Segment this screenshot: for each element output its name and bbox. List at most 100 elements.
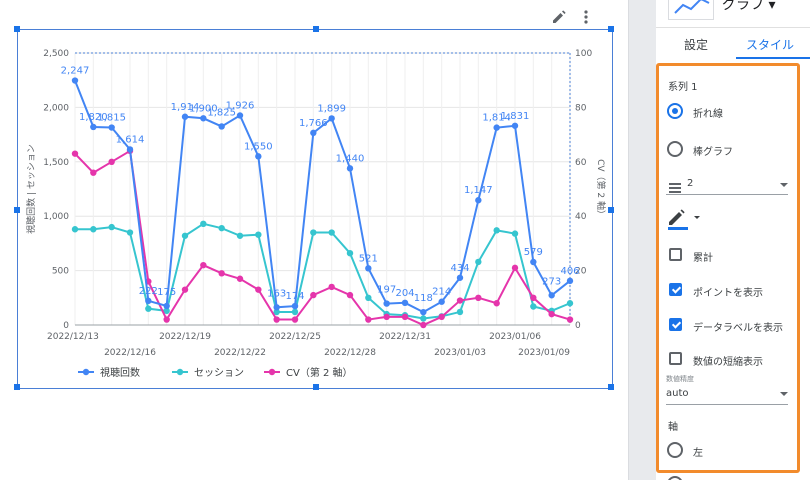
data-point xyxy=(420,308,427,316)
series-label: 系列 1 xyxy=(668,82,698,93)
data-point xyxy=(181,232,189,239)
y2-tick-label: 40 xyxy=(575,212,587,222)
data-label: 214 xyxy=(432,287,451,298)
data-point xyxy=(401,313,409,321)
radio-line[interactable] xyxy=(667,103,683,119)
compact-numbers-checkbox[interactable] xyxy=(669,352,682,365)
resize-handle-top-right[interactable] xyxy=(608,26,614,32)
y2-axis-title: CV（第 2 軸） xyxy=(595,159,607,219)
tab-style[interactable]: スタイル xyxy=(746,38,795,52)
resize-handle-top-left[interactable] xyxy=(14,26,20,32)
y2-tick-label: 80 xyxy=(575,103,587,113)
y-tick-label: 2,000 xyxy=(43,103,69,113)
x-tick-label: 2023/01/06 xyxy=(489,332,541,342)
x-tick-label: 2022/12/25 xyxy=(269,332,321,342)
data-point xyxy=(475,258,482,266)
data-point xyxy=(328,115,335,122)
chart-type-header[interactable]: グラフ ▾ xyxy=(668,0,810,24)
x-tick-label: 2022/12/28 xyxy=(324,348,376,358)
data-label: 579 xyxy=(524,247,543,258)
axis-section-label: 軸 xyxy=(668,422,678,433)
y2-tick-label: 20 xyxy=(575,267,587,277)
data-point xyxy=(346,291,354,299)
resize-handle-bottom-left[interactable] xyxy=(14,384,20,390)
data-point xyxy=(291,316,299,323)
data-point xyxy=(163,316,170,323)
data-point xyxy=(346,249,354,257)
data-label: 174 xyxy=(285,291,304,302)
more-vert-icon[interactable] xyxy=(578,9,594,25)
tab-settings[interactable]: 設定 xyxy=(684,38,709,52)
data-label: 1,820 xyxy=(79,112,108,123)
style-settings-highlight xyxy=(656,63,800,473)
data-point xyxy=(71,77,79,84)
chart-axes: 0 500 1,000 1,500 2,000 2,500 0 20 40 60 80 100 2022… xyxy=(25,49,607,358)
line-weight-dropdown[interactable] xyxy=(666,172,788,194)
resize-handle-left[interactable] xyxy=(14,207,20,213)
data-point xyxy=(90,169,97,176)
y-tick-label: 500 xyxy=(52,267,69,277)
data-point xyxy=(273,304,280,311)
axis-right-radio[interactable] xyxy=(667,476,683,480)
data-point xyxy=(566,277,574,285)
precision-label: 数値精度 xyxy=(666,375,694,383)
resize-handle-bottom-right[interactable] xyxy=(608,384,614,390)
radio-bar-label: 棒グラフ xyxy=(693,147,733,158)
data-point xyxy=(71,150,79,157)
edit-icon[interactable] xyxy=(551,9,567,25)
resize-handle-bottom[interactable] xyxy=(313,384,319,390)
data-point xyxy=(163,307,170,315)
data-label: 1,899 xyxy=(317,103,346,114)
data-label: 1,614 xyxy=(116,134,145,145)
data-label: 1,900 xyxy=(189,103,218,114)
y-axis-title: 視聴回数 | セッション xyxy=(25,144,37,234)
data-label: 222 xyxy=(139,286,158,297)
line-color-picker[interactable] xyxy=(668,208,704,232)
data-point xyxy=(90,123,97,131)
data-label: 1,825 xyxy=(207,107,236,118)
precision-caret-icon xyxy=(780,392,788,396)
data-point xyxy=(163,302,170,310)
data-point xyxy=(218,270,225,277)
axis-left-radio[interactable] xyxy=(667,442,683,458)
report-canvas: 0 500 1,000 1,500 2,000 2,500 0 20 40 60 80 100 2022… xyxy=(14,9,614,390)
radio-bar[interactable] xyxy=(667,141,683,157)
data-label: 163 xyxy=(267,288,286,299)
resize-handle-right[interactable] xyxy=(608,207,614,213)
data-point xyxy=(200,261,207,269)
panel-divider[interactable] xyxy=(628,0,656,480)
panel-header-divider xyxy=(656,27,810,28)
data-point xyxy=(291,308,299,316)
show-points-checkbox[interactable] xyxy=(669,283,682,296)
line-weight-underline xyxy=(666,194,788,195)
data-point xyxy=(493,124,500,131)
data-point xyxy=(383,300,390,307)
data-label: 1,147 xyxy=(464,185,493,196)
data-point xyxy=(456,297,464,304)
data-point xyxy=(511,264,519,272)
data-label: 1,440 xyxy=(336,153,365,164)
data-label: 1,550 xyxy=(244,141,273,152)
cumulative-checkbox[interactable] xyxy=(669,248,682,261)
data-point xyxy=(218,224,225,232)
data-point xyxy=(511,122,519,129)
x-tick-label: 2022/12/19 xyxy=(159,332,211,342)
legend-label: 視聴回数 xyxy=(100,366,140,379)
chart-frame[interactable] xyxy=(14,26,614,390)
data-point xyxy=(365,316,372,323)
data-point xyxy=(310,291,317,299)
x-tick-label: 2022/12/13 xyxy=(47,332,99,342)
precision-underline xyxy=(666,404,788,405)
legend-marker xyxy=(176,368,184,376)
y2-tick-label: 0 xyxy=(575,321,581,331)
data-point xyxy=(530,258,537,266)
data-point xyxy=(273,308,280,316)
data-point xyxy=(236,232,244,239)
resize-handle-top[interactable] xyxy=(313,26,319,32)
data-point xyxy=(511,230,519,237)
data-point xyxy=(200,220,207,228)
data-point xyxy=(493,227,500,234)
show-data-labels-checkbox[interactable] xyxy=(669,318,682,331)
data-label: 1,766 xyxy=(299,118,328,129)
